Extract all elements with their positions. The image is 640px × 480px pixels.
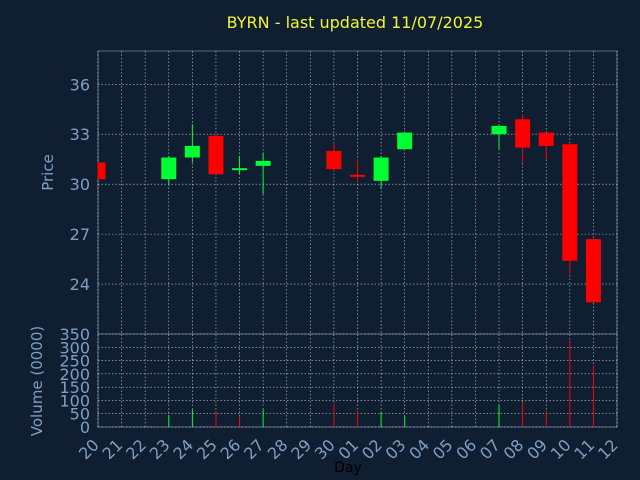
volume-tick-label: 0 [80,418,90,437]
candle-body [585,239,601,303]
price-tick-label: 24 [70,275,90,294]
x-tick-label: 12 [594,435,622,463]
candle-body [232,168,248,171]
volume-tick-label: 250 [59,352,90,371]
volume-tick-label: 50 [70,405,90,424]
candle-body [350,174,365,177]
candle-body [515,119,531,148]
candle-body [397,132,413,150]
candle-body [208,135,224,175]
volume-axis-label: Volume (0000) [28,326,46,436]
candle-body [98,162,106,180]
volume-tick-label: 150 [59,378,90,397]
candle-body [538,132,554,146]
price-tick-label: 30 [70,175,90,194]
candle-body [562,144,578,261]
volume-tick-label: 200 [59,365,90,384]
price-axis-label: Price [39,154,57,191]
volume-tick-label: 100 [59,391,90,410]
candle-body [373,157,389,181]
price-tick-label: 27 [70,225,90,244]
candle-body [326,150,342,170]
volume-tick-label: 350 [59,325,90,344]
chart-title: BYRN - last updated 11/07/2025 [226,13,484,32]
candle-body [184,145,200,158]
volume-tick-label: 300 [59,338,90,357]
candle-body [491,125,507,135]
candle-body [255,160,271,166]
x-axis-label: Day [334,460,362,476]
candle-body [161,157,177,180]
price-tick-label: 33 [70,125,90,144]
price-tick-label: 36 [70,75,90,94]
